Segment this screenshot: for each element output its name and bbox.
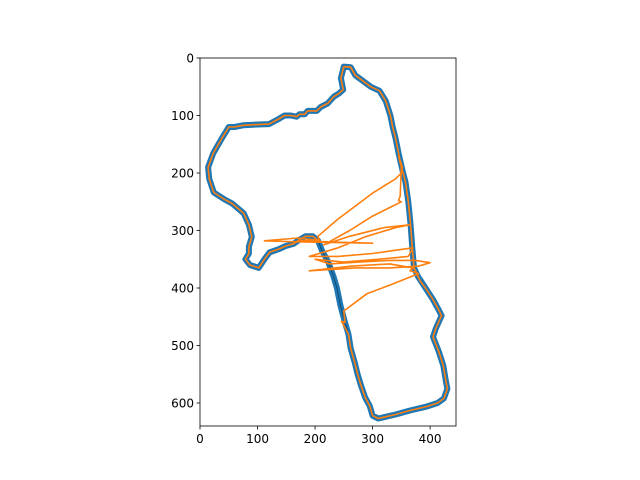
axes-frame	[199, 57, 457, 427]
y-tick-label: 600	[171, 396, 194, 410]
x-axis: 0 100 200 300 400	[196, 426, 442, 446]
series-1-line	[207, 65, 449, 420]
plot-area: 0 100 200 300 400 0 100 200 300 400 500 600	[171, 51, 457, 446]
x-tick-label: 300	[361, 432, 384, 446]
y-tick-label: 100	[171, 109, 194, 123]
x-tick-label: 100	[246, 432, 269, 446]
y-tick-label: 500	[171, 339, 194, 353]
x-tick-label: 400	[419, 432, 442, 446]
y-tick-label: 200	[171, 166, 194, 180]
y-tick-label: 400	[171, 281, 194, 295]
x-tick-label: 0	[196, 432, 204, 446]
y-axis: 0 100 200 300 400 500 600	[171, 51, 200, 410]
y-tick-label: 0	[186, 51, 194, 65]
y-tick-label: 300	[171, 224, 194, 238]
series-layer	[205, 63, 451, 422]
x-tick-label: 200	[304, 432, 327, 446]
